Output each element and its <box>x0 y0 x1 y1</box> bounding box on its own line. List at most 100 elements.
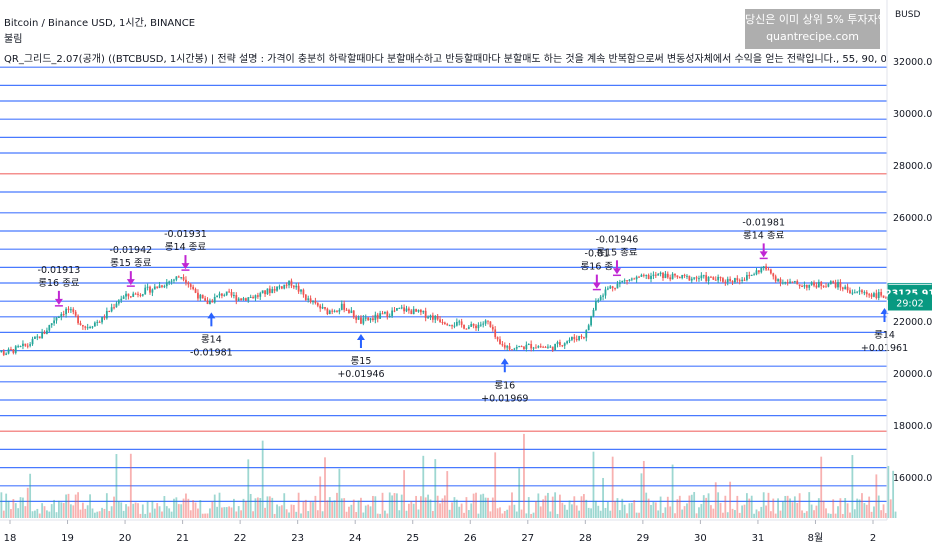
volume-bar <box>74 494 77 518</box>
x-tick-label: 21 <box>176 533 189 544</box>
volume-bar <box>817 498 820 518</box>
volume-bar <box>376 513 379 518</box>
y-tick-label: 32000.00 <box>893 57 932 68</box>
signal-exit-15: -0.01946 롱15 종료 <box>596 234 638 277</box>
candle-body <box>230 292 233 296</box>
candle-body <box>419 309 422 313</box>
volume-bar <box>707 493 710 518</box>
candle-body <box>180 277 183 279</box>
candle-body <box>108 311 111 313</box>
volume-bar <box>477 513 480 518</box>
volume-bar <box>187 498 190 518</box>
candle-body <box>563 343 566 346</box>
volume-bar <box>582 494 585 518</box>
volume-bar <box>757 511 760 518</box>
volume-bar <box>79 509 82 518</box>
volume-bar <box>556 513 559 518</box>
volume-bar <box>781 501 784 518</box>
candle-body <box>55 317 58 321</box>
candle-body <box>695 277 698 279</box>
candle-body <box>582 337 585 339</box>
symbol-title[interactable]: Bitcoin / Binance USD, 1시간, BINANCE <box>4 18 196 29</box>
volume-bar <box>671 464 674 518</box>
volume-bar <box>242 498 245 518</box>
candle-body <box>379 313 382 319</box>
volume-bar <box>360 497 362 518</box>
candle-body <box>621 280 624 283</box>
volume-bar <box>738 512 741 518</box>
candle-body <box>26 345 29 347</box>
volume-bar <box>695 513 698 518</box>
signal-label: -0.01931 <box>164 229 207 240</box>
volume-bar <box>410 501 413 518</box>
candle-body <box>573 336 576 340</box>
volume-bar <box>832 499 835 518</box>
candle-body <box>868 294 871 296</box>
volume-bar <box>808 492 811 518</box>
signal-long-15: 롱15 +0.01946 <box>337 334 385 380</box>
volume-bar <box>110 506 113 518</box>
candle-body <box>225 291 228 295</box>
volume-bar <box>544 495 547 518</box>
volume-bar <box>563 504 566 518</box>
volume-bar <box>278 506 281 518</box>
volume-bar <box>372 495 374 518</box>
volume-bar <box>451 502 453 518</box>
volume-bar <box>455 499 458 518</box>
candle-body <box>242 298 245 301</box>
signal-label: 롱14 <box>201 334 222 345</box>
volume-bar <box>587 507 590 518</box>
x-tick-label: 25 <box>406 533 419 544</box>
candle-body <box>499 339 501 345</box>
candle-body <box>554 343 557 351</box>
candle-body <box>549 346 552 348</box>
volume-bar <box>472 493 475 518</box>
volume-bar <box>129 453 132 518</box>
volume-bar <box>24 506 27 518</box>
y-tick-label: 26000.00 <box>893 213 932 224</box>
volume-bar <box>849 512 851 518</box>
candle-body <box>566 341 569 344</box>
candle-body <box>137 293 139 295</box>
candle-body <box>244 298 247 301</box>
candle-body <box>201 294 204 299</box>
candle-body <box>722 278 724 282</box>
strategy-legend[interactable]: QR_그리드_2.07(공개) ((BTCBUSD, 1시간봉) | 전략 설명… <box>4 54 886 65</box>
watermark-line2: quantrecipe.com <box>766 30 859 43</box>
candle-body <box>482 323 485 325</box>
candle-body <box>211 300 214 303</box>
candle-body <box>707 276 710 282</box>
volume-bar <box>146 501 149 518</box>
candle-body <box>146 286 149 288</box>
signal-short-15-exit: -0.01942 롱15 종료 <box>109 245 152 287</box>
candle-body <box>326 308 329 315</box>
volume-bar <box>396 493 398 518</box>
candle-body <box>72 309 75 312</box>
volume-bar <box>722 512 724 518</box>
signal-label: -0.01913 <box>38 265 81 276</box>
volume-bar <box>470 503 473 518</box>
candle-body <box>273 289 276 291</box>
volume-bar <box>391 495 394 518</box>
candle-body <box>808 284 811 288</box>
candle-body <box>256 295 259 297</box>
volume-bar <box>38 513 41 518</box>
volume-bar <box>244 501 247 518</box>
candle-body <box>67 308 70 311</box>
volume-bar <box>784 495 787 518</box>
candle-body <box>518 346 521 348</box>
candle-body <box>647 275 650 280</box>
candle-body <box>657 273 660 276</box>
volume-bar <box>537 493 540 518</box>
x-tick-label: 23 <box>291 533 304 544</box>
candle-body <box>714 279 717 281</box>
candle-body <box>233 295 235 297</box>
volume-bar <box>774 513 777 518</box>
volume-bar <box>829 513 832 518</box>
candle-body <box>372 318 374 321</box>
volume-bar <box>422 455 425 518</box>
candle-body <box>590 316 592 326</box>
candle-body <box>185 279 187 283</box>
volume-bar <box>5 493 8 518</box>
